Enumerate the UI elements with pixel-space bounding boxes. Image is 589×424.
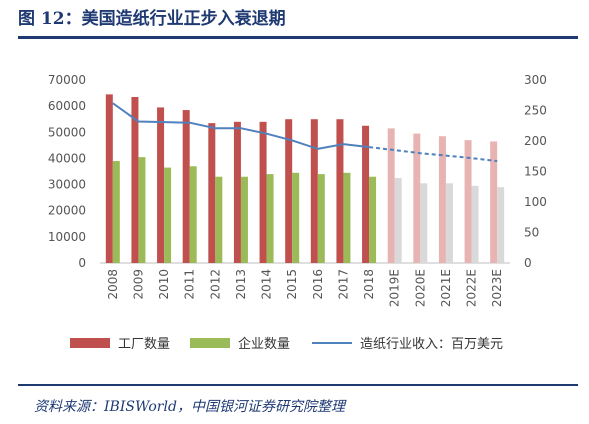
enterprise-count-bar [394,178,402,263]
title-divider [18,36,578,39]
enterprise-count-bar [189,166,197,263]
factory-count-bar [208,123,216,263]
factory-count-bar [438,136,446,263]
enterprise-count-bar [471,185,479,263]
x-tick-label: 2015 [285,269,299,300]
legend-label-revenue: 造纸行业收入：百万美元 [360,337,503,352]
x-tick-label: 2018 [362,269,376,300]
x-tick-label: 2010 [157,269,171,300]
x-tick-label: 2023E [490,269,504,307]
factory-count-bar [105,94,113,263]
enterprise-count-bar [138,157,146,263]
factory-count-bar [131,96,139,263]
factory-count-bar [490,141,498,263]
enterprise-count-bar [317,174,325,263]
enterprise-count-bar [292,172,300,263]
factory-count-bar [362,125,370,263]
x-tick-label: 2020E [413,269,427,307]
enterprise-count-bar [164,167,172,263]
factory-count-bar [233,121,241,263]
factory-count-bar [285,119,293,263]
legend-swatch-factory [70,338,110,348]
legend-label-enterprise: 企业数量 [238,336,290,352]
y-left-tick-label: 40000 [48,151,86,165]
figure-title: 图 12：美国造纸行业正步入衰退期 [18,9,286,29]
x-tick-label: 2011 [183,269,197,300]
factory-count-bar [157,107,165,263]
enterprise-count-bar [497,187,505,263]
x-tick-label: 2016 [311,269,325,300]
y-left-tick-label: 0 [78,256,86,270]
factory-count-bar [387,128,395,263]
enterprise-count-bar [445,183,453,263]
factory-count-bar [464,140,472,263]
y-right-tick-label: 0 [524,256,532,270]
factory-count-bar [310,119,318,263]
x-tick-label: 2021E [439,269,453,307]
y-left-tick-label: 50000 [48,125,86,139]
source-divider [18,384,578,386]
y-left-tick-label: 20000 [48,204,86,218]
y-left-tick-label: 10000 [48,230,86,244]
y-right-tick-label: 250 [524,104,547,118]
y-right-tick-label: 300 [524,73,547,87]
y-left-tick-label: 60000 [48,99,86,113]
legend-swatch-enterprise [190,338,230,348]
x-tick-label: 2012 [208,269,222,300]
y-right-tick-label: 150 [524,165,547,179]
x-tick-label: 2008 [106,269,120,300]
factory-count-bar [259,121,267,263]
y-right-tick-label: 200 [524,134,547,148]
source-note: 资料来源：IBISWorld，中国银河证券研究院整理 [34,399,345,415]
x-tick-label: 2014 [260,269,274,300]
factory-count-bar [182,110,190,263]
x-tick-label: 2013 [234,269,248,300]
enterprise-count-bar [369,176,377,263]
enterprise-count-bar [215,176,223,263]
enterprise-count-bar [343,172,351,263]
x-tick-label: 2019E [388,269,402,307]
x-tick-label: 2017 [336,269,350,300]
y-right-tick-label: 50 [524,226,539,240]
chart-area: 0 10000 20000 30000 40000 50000 60000 70000 0 50 1… [48,73,547,352]
enterprise-count-bar [240,176,248,263]
factory-count-bar [336,119,344,263]
enterprise-count-bar [266,174,274,263]
enterprise-count-bar [112,161,120,263]
factory-count-bar [413,133,421,263]
y-left-tick-label: 70000 [48,73,86,87]
legend-label-factory: 工厂数量 [118,337,170,352]
enterprise-count-bar [420,183,428,263]
y-right-tick-label: 100 [524,195,547,209]
revenue-line-actual [112,102,370,150]
y-left-tick-label: 30000 [48,178,86,192]
x-tick-label: 2022E [465,269,479,307]
revenue-line-forecast [368,146,498,163]
x-tick-label: 2009 [131,269,145,300]
